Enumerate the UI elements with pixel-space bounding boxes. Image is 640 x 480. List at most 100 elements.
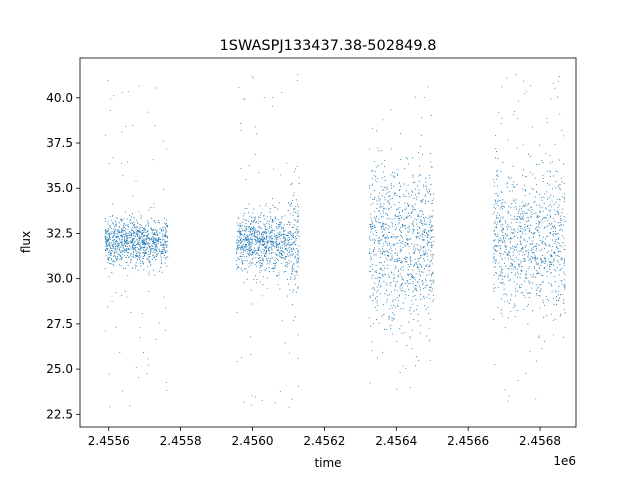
data-point [503, 262, 506, 264]
data-point [162, 246, 164, 248]
data-point [278, 255, 280, 257]
outlier-point [395, 281, 397, 283]
data-point [551, 245, 553, 248]
outlier-point [529, 350, 531, 352]
data-point [389, 191, 391, 193]
data-point [519, 276, 521, 278]
outlier-point [531, 126, 533, 128]
data-point [263, 231, 265, 233]
data-point [532, 275, 535, 277]
data-point [157, 240, 159, 242]
data-point [246, 229, 248, 231]
data-point [558, 159, 560, 161]
data-point [242, 253, 244, 256]
data-point [123, 244, 125, 246]
data-point [393, 304, 395, 306]
data-point [531, 282, 533, 284]
data-point [417, 248, 419, 250]
data-point [426, 274, 428, 276]
data-point [426, 240, 428, 242]
outlier-point [273, 168, 275, 170]
data-point [424, 252, 426, 254]
data-point [540, 284, 542, 286]
data-point [497, 174, 499, 176]
data-point [553, 303, 555, 305]
data-point [374, 247, 376, 249]
data-point [370, 225, 372, 228]
data-point [374, 271, 376, 273]
data-point [505, 248, 507, 251]
data-point [264, 243, 266, 245]
data-point [287, 244, 289, 246]
data-point [143, 240, 145, 242]
data-point [398, 295, 401, 297]
data-point [519, 205, 521, 207]
data-point [277, 284, 279, 286]
outlier-point [244, 98, 246, 100]
data-point [425, 280, 427, 282]
data-point [375, 216, 377, 218]
data-point [275, 262, 278, 264]
data-point [109, 247, 111, 249]
data-point [387, 191, 389, 193]
data-point [417, 235, 419, 237]
data-point [152, 247, 154, 249]
data-point [246, 236, 248, 238]
data-point [160, 228, 162, 230]
data-point [112, 222, 114, 224]
data-point [115, 235, 117, 238]
data-point [164, 222, 166, 224]
data-point [408, 195, 410, 197]
data-point [495, 233, 497, 235]
data-point [411, 191, 413, 193]
data-point [426, 242, 428, 244]
data-point [551, 206, 553, 208]
data-point [404, 209, 406, 211]
outlier-point [373, 161, 375, 163]
outlier-point [272, 96, 274, 98]
data-point [281, 252, 283, 255]
data-point [155, 239, 157, 241]
data-point [508, 250, 510, 252]
data-point [118, 246, 120, 248]
data-point [557, 255, 559, 257]
data-point [525, 176, 527, 178]
data-point [411, 212, 413, 214]
data-point [264, 253, 266, 255]
data-point [105, 231, 107, 233]
data-point [509, 226, 511, 228]
data-point [374, 171, 376, 173]
data-point [412, 182, 415, 184]
data-point [263, 223, 265, 225]
outlier-point [127, 275, 129, 277]
data-point [527, 224, 529, 226]
data-point [494, 262, 496, 264]
data-point [254, 228, 256, 230]
data-point [419, 245, 421, 247]
outlier-point [369, 382, 371, 384]
data-point [272, 205, 274, 207]
data-point [521, 270, 523, 272]
data-point [249, 231, 251, 234]
data-point [110, 254, 112, 256]
data-point [247, 220, 249, 223]
data-point [156, 230, 158, 232]
data-point [556, 96, 559, 98]
y-axis: 22.525.027.530.032.535.037.540.0 [46, 91, 80, 421]
data-point [110, 227, 113, 229]
data-point [115, 222, 117, 224]
data-point [140, 232, 142, 234]
outlier-point [238, 87, 240, 89]
data-point [523, 227, 526, 229]
data-point [509, 265, 511, 267]
data-point [286, 278, 288, 281]
data-point [494, 199, 496, 201]
data-point [416, 285, 418, 287]
data-point [283, 237, 285, 239]
data-point [105, 242, 107, 244]
data-point [244, 247, 246, 249]
data-point [391, 272, 393, 274]
data-point [540, 264, 542, 267]
data-point [259, 241, 261, 243]
outlier-point [494, 135, 496, 137]
